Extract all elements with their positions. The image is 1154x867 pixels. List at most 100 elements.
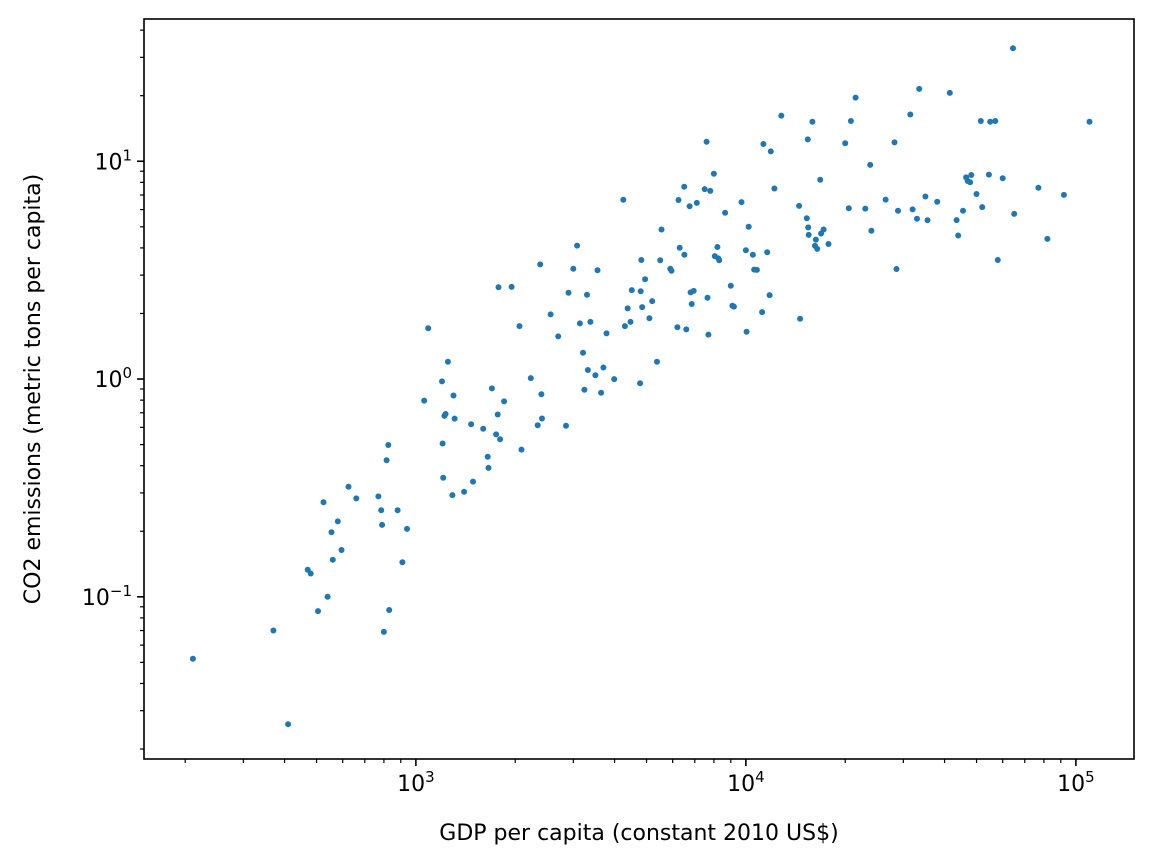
data-point-93 bbox=[681, 183, 688, 190]
data-point-81 bbox=[639, 304, 646, 311]
data-point-76 bbox=[627, 318, 634, 325]
data-point-13 bbox=[353, 495, 360, 502]
data-point-111 bbox=[722, 209, 729, 216]
data-point-124 bbox=[764, 249, 771, 256]
data-point-164 bbox=[960, 207, 966, 214]
data-point-119 bbox=[749, 251, 756, 258]
x-tick-label-2: 105 bbox=[1057, 768, 1095, 797]
data-point-143 bbox=[842, 140, 849, 147]
data-point-160 bbox=[934, 198, 941, 205]
data-point-131 bbox=[803, 215, 810, 222]
data-point-69 bbox=[598, 389, 605, 396]
data-point-152 bbox=[893, 266, 900, 272]
data-point-30 bbox=[442, 411, 449, 417]
data-point-49 bbox=[518, 446, 525, 453]
data-point-66 bbox=[587, 318, 594, 325]
data-point-122 bbox=[759, 309, 766, 316]
data-point-26 bbox=[439, 378, 445, 385]
data-point-32 bbox=[449, 492, 456, 499]
data-point-6 bbox=[320, 499, 327, 506]
data-point-141 bbox=[820, 226, 827, 233]
data-point-86 bbox=[657, 257, 664, 264]
data-point-73 bbox=[620, 196, 627, 203]
data-point-110 bbox=[716, 257, 723, 264]
data-point-14 bbox=[375, 493, 382, 500]
data-point-92 bbox=[676, 244, 683, 251]
data-point-115 bbox=[738, 199, 745, 206]
data-point-142 bbox=[825, 241, 832, 247]
data-point-21 bbox=[394, 507, 401, 514]
data-point-17 bbox=[380, 628, 387, 635]
data-point-180 bbox=[1044, 235, 1051, 242]
data-point-181 bbox=[1060, 191, 1067, 198]
data-point-44 bbox=[495, 284, 502, 291]
data-point-148 bbox=[867, 161, 874, 168]
data-point-161 bbox=[946, 89, 953, 96]
data-point-158 bbox=[922, 193, 929, 200]
data-point-114 bbox=[730, 303, 737, 310]
data-point-178 bbox=[1011, 210, 1018, 217]
data-point-172 bbox=[985, 171, 992, 178]
data-point-18 bbox=[383, 457, 390, 464]
data-point-89 bbox=[668, 267, 675, 274]
data-point-108 bbox=[714, 244, 721, 250]
data-point-31 bbox=[444, 358, 451, 365]
y-axis-label: CO2 emissions (metric tons per capita) bbox=[21, 174, 46, 604]
plot-frame bbox=[143, 18, 1135, 760]
data-point-87 bbox=[658, 226, 665, 233]
data-point-34 bbox=[451, 415, 458, 422]
data-point-127 bbox=[771, 185, 778, 192]
data-point-150 bbox=[882, 196, 889, 203]
data-point-130 bbox=[797, 315, 804, 322]
data-point-79 bbox=[637, 288, 644, 295]
data-point-82 bbox=[642, 276, 649, 283]
data-point-62 bbox=[580, 349, 586, 356]
data-point-90 bbox=[674, 324, 681, 331]
data-point-106 bbox=[710, 170, 717, 177]
data-point-123 bbox=[760, 141, 767, 147]
data-point-36 bbox=[468, 421, 475, 428]
data-point-59 bbox=[570, 265, 577, 272]
data-point-112 bbox=[727, 282, 734, 289]
data-point-75 bbox=[624, 305, 631, 312]
data-point-126 bbox=[767, 148, 774, 155]
data-point-162 bbox=[953, 217, 960, 224]
data-point-39 bbox=[484, 453, 491, 460]
data-point-50 bbox=[527, 375, 534, 382]
data-point-0 bbox=[189, 655, 196, 662]
data-point-139 bbox=[817, 176, 824, 183]
data-point-182 bbox=[1086, 118, 1093, 125]
data-point-2 bbox=[285, 721, 292, 728]
data-point-56 bbox=[555, 333, 562, 340]
data-point-128 bbox=[778, 112, 785, 119]
data-point-85 bbox=[654, 358, 660, 365]
data-point-105 bbox=[707, 187, 714, 194]
x-tick-label-1: 104 bbox=[727, 768, 765, 797]
data-point-5 bbox=[315, 608, 321, 615]
data-point-174 bbox=[992, 118, 999, 124]
data-point-78 bbox=[637, 380, 644, 387]
data-point-27 bbox=[439, 440, 446, 447]
data-point-151 bbox=[891, 139, 898, 146]
data-point-134 bbox=[805, 231, 812, 238]
data-point-48 bbox=[516, 323, 523, 330]
data-point-169 bbox=[973, 191, 980, 197]
data-point-100 bbox=[693, 199, 700, 206]
data-point-95 bbox=[683, 326, 690, 333]
data-point-72 bbox=[611, 376, 618, 383]
data-point-157 bbox=[916, 85, 923, 92]
data-point-46 bbox=[501, 398, 508, 405]
data-point-77 bbox=[628, 287, 635, 294]
data-point-25 bbox=[425, 325, 432, 332]
data-point-176 bbox=[999, 175, 1006, 182]
data-point-4 bbox=[307, 570, 314, 577]
data-point-170 bbox=[977, 118, 984, 124]
data-point-70 bbox=[600, 364, 607, 371]
data-point-167 bbox=[967, 179, 974, 186]
data-point-99 bbox=[690, 287, 697, 294]
data-point-159 bbox=[924, 217, 931, 224]
data-point-155 bbox=[909, 206, 916, 213]
data-point-11 bbox=[338, 547, 345, 553]
data-point-154 bbox=[907, 111, 914, 118]
data-point-83 bbox=[646, 315, 653, 322]
